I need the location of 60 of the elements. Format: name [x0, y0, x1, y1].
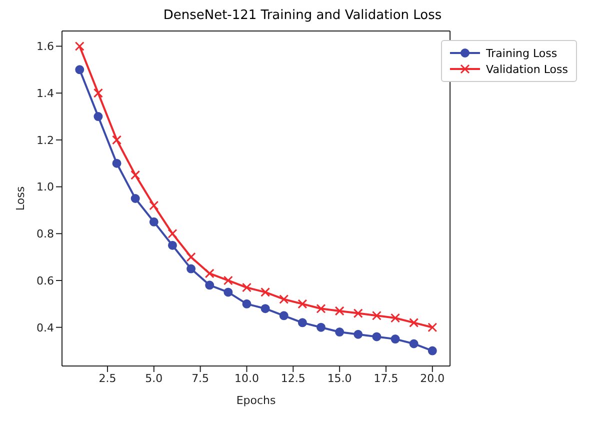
point: [353, 308, 363, 318]
y-tick-label: 1.2: [36, 134, 54, 147]
y-tick-label: 0.4: [36, 321, 54, 334]
point: [298, 299, 308, 309]
point: [298, 318, 307, 328]
point: [112, 158, 122, 168]
point: [260, 304, 270, 314]
y-tick-label: 1.6: [36, 40, 54, 54]
point: [390, 334, 400, 344]
point: [168, 228, 178, 238]
point: [260, 287, 270, 297]
point: [428, 346, 437, 356]
point: [75, 65, 84, 74]
point: [186, 264, 196, 274]
y-tick-label: 1.4: [36, 86, 54, 100]
point: [354, 330, 363, 339]
point: [223, 276, 233, 286]
point: [372, 310, 382, 320]
x-tick-label: 20.0: [420, 372, 445, 385]
point: [242, 299, 252, 308]
point: [205, 280, 214, 290]
legend-label: Training Loss: [486, 46, 558, 60]
x-tick-label: 10.0: [234, 372, 259, 385]
y-tick-label: 0.6: [36, 274, 54, 288]
x-tick-label: 7.5: [192, 372, 210, 385]
point: [409, 318, 419, 328]
point: [428, 322, 438, 332]
point: [204, 268, 214, 278]
point: [130, 170, 140, 180]
point: [372, 332, 382, 342]
point: [130, 194, 140, 203]
point: [279, 294, 289, 304]
point: [316, 304, 326, 314]
point: [149, 217, 158, 226]
legend-label: Validation Loss: [486, 62, 568, 76]
point: [242, 282, 252, 292]
y-axis-title: Loss: [14, 186, 27, 211]
point: [409, 339, 418, 348]
point: [279, 311, 288, 320]
point: [168, 240, 177, 250]
y-tick-label: 1.0: [36, 180, 54, 194]
point: [224, 288, 233, 297]
point: [186, 252, 196, 262]
point: [149, 200, 159, 210]
x-tick-label: 15.0: [327, 372, 352, 385]
x-tick-label: 5.0: [145, 372, 163, 385]
point: [334, 306, 344, 316]
point: [316, 322, 326, 332]
chart-title: DenseNet-121 Training and Validation Loss: [162, 8, 443, 25]
point: [74, 41, 84, 51]
point: [390, 313, 400, 323]
point: [93, 88, 103, 98]
x-tick-label: 2.5: [98, 372, 116, 385]
x-axis-title: Epochs: [236, 394, 276, 407]
x-tick-label: 12.5: [280, 372, 306, 385]
x-tick-label: 17.5: [374, 372, 398, 385]
y-tick-label: 0.8: [36, 228, 54, 241]
point: [112, 135, 122, 145]
point: [94, 112, 103, 122]
point: [335, 328, 344, 337]
